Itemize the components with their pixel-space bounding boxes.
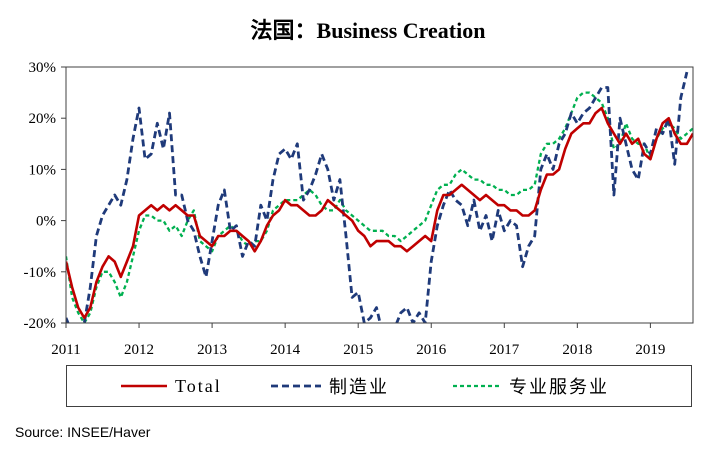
x-tick-label: 2012 xyxy=(124,342,154,358)
source-note: Source: INSEE/Haver xyxy=(15,424,151,440)
y-axis: 30% 20% 10% 0% -10% -20% xyxy=(24,60,66,332)
x-tick-label: 2018 xyxy=(562,342,592,358)
x-tick-label: 2011 xyxy=(51,342,80,358)
legend-swatch-professional-services xyxy=(453,384,501,388)
x-tick-label: 2013 xyxy=(197,342,227,358)
y-tick-label: 0% xyxy=(36,214,56,230)
y-tick-label: 20% xyxy=(29,111,57,127)
line-chart: 30%20%10%0%-10%-20%2011 2012 2013 2014 2015 2… xyxy=(24,60,694,358)
legend-item-manufacturing: 制造业 xyxy=(271,366,389,406)
series-group xyxy=(66,71,693,323)
series-line-total xyxy=(66,106,693,320)
series-line-manufacturing xyxy=(66,71,689,323)
chart-title: 法国：Business Creation xyxy=(250,18,486,43)
x-tick-label: 2014 xyxy=(270,342,301,358)
legend-item-total: Total xyxy=(121,366,222,406)
y-tick-label: -20% xyxy=(24,316,57,332)
legend-label-professional-services: 专业服务业 xyxy=(509,377,609,397)
y-tick-label: 30% xyxy=(29,60,57,76)
y-tick-label: 10% xyxy=(29,162,57,178)
series-line-professional-services xyxy=(66,91,693,323)
x-axis: 2011 2012 2013 2014 2015 2016 2017 2018 2019 xyxy=(51,323,665,358)
legend-swatch-total xyxy=(121,384,167,388)
legend-swatch-manufacturing xyxy=(271,384,321,388)
x-tick-label: 2019 xyxy=(635,342,665,358)
x-tick-label: 2017 xyxy=(489,342,520,358)
legend-label-manufacturing: 制造业 xyxy=(329,377,389,397)
y-tick-label: -10% xyxy=(24,265,57,281)
legend-label-total: Total xyxy=(175,375,222,396)
x-tick-label: 2016 xyxy=(416,342,447,358)
plot-frame xyxy=(65,66,694,324)
legend-item-professional-services: 专业服务业 xyxy=(453,366,609,406)
x-tick-label: 2015 xyxy=(343,342,373,358)
legend: Total 制造业 专业服务业 xyxy=(66,365,692,407)
